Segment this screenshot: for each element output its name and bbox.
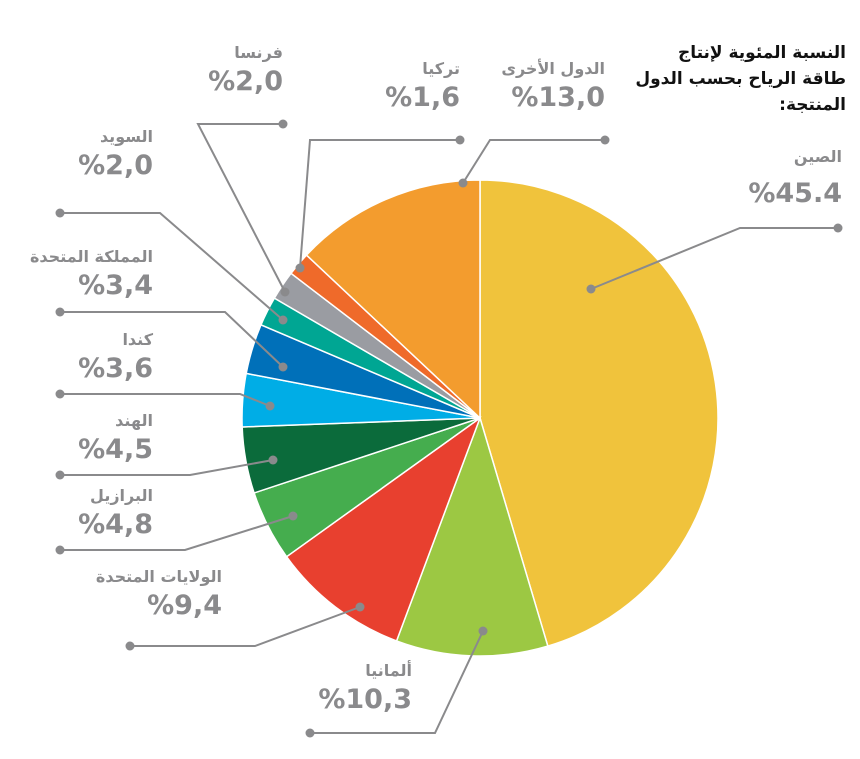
slice-label: الدول الأخرى %13,0 (501, 58, 605, 116)
leader-line (299, 139, 460, 269)
pie-slice (285, 415, 482, 642)
slice-name: الدول الأخرى (501, 59, 605, 78)
leader-line (60, 311, 284, 368)
leader-dot (280, 287, 290, 297)
leader-dot (55, 470, 65, 480)
slice-value: %10,3 (318, 684, 412, 715)
leader-dot (288, 511, 298, 521)
pie-slice (479, 179, 719, 648)
slice-name: كندا (122, 330, 153, 349)
leader-dot (458, 178, 468, 188)
leader-dot (478, 626, 488, 636)
slice-name: السويد (99, 127, 153, 146)
leader-line (462, 139, 605, 184)
slice-value: %2,0 (208, 66, 283, 97)
slice-label: تركيا %1,6 (385, 58, 460, 116)
leader-dot (305, 728, 315, 738)
slice-value: %4,8 (78, 509, 153, 540)
leader-dot (125, 641, 135, 651)
leader-dot (55, 307, 65, 317)
slice-value: %3,4 (78, 270, 153, 301)
slice-name: الهند (115, 411, 153, 430)
leader-line (60, 393, 271, 407)
leader-dot (278, 315, 288, 325)
leader-line (590, 227, 838, 290)
leader-line (60, 459, 274, 476)
leader-dot (600, 135, 610, 145)
leader-dot (55, 389, 65, 399)
leader-dot (278, 119, 288, 129)
slice-label: ألمانيا %10,3 (318, 660, 412, 718)
slice-value: %4,5 (78, 434, 153, 465)
slice-name: تركيا (422, 59, 460, 78)
slice-value: %2,0 (78, 150, 153, 181)
leader-dot (586, 284, 596, 294)
leader-dot (55, 545, 65, 555)
slice-label: البرازيل %4,8 (78, 485, 153, 543)
slice-name: ألمانيا (365, 661, 412, 680)
slice-name: الصين (793, 147, 842, 166)
slice-label: الولايات المتحدة %9,4 (96, 566, 222, 624)
leader-dot (295, 263, 305, 273)
leader-line (60, 515, 294, 551)
slice-value: %13,0 (511, 82, 605, 113)
chart-title: النسبة المئوية لإنتاج طاقة الرياح بحسب ا… (635, 43, 846, 115)
leader-dot (278, 362, 288, 372)
slice-label: الهند %4,5 (78, 410, 153, 468)
slice-label: فرنسا %2,0 (208, 42, 283, 100)
slice-label: المملكة المتحدة %3,4 (30, 246, 153, 304)
slice-label: الصين %45.4 (748, 146, 842, 212)
slice-value: %3,6 (78, 353, 153, 384)
leader-line (196, 123, 286, 293)
slice-value: %1,6 (385, 82, 460, 113)
slice-name: الولايات المتحدة (95, 567, 222, 586)
leader-dot (355, 602, 365, 612)
slice-label: كندا %3,6 (78, 329, 153, 387)
leader-line (130, 606, 361, 647)
slice-name: البرازيل (90, 486, 153, 505)
slice-value: %45.4 (748, 178, 842, 209)
leader-dot (455, 135, 465, 145)
leader-line (60, 212, 284, 321)
leader-dot (265, 401, 275, 411)
slice-value: %9,4 (147, 590, 222, 621)
slice-label: السويد %2,0 (78, 126, 153, 184)
slice-name: فرنسا (234, 43, 283, 62)
slice-name: المملكة المتحدة (29, 247, 153, 266)
leader-dot (833, 223, 843, 233)
leader-line (310, 630, 484, 734)
leader-dot (268, 455, 278, 465)
leader-dot (55, 208, 65, 218)
